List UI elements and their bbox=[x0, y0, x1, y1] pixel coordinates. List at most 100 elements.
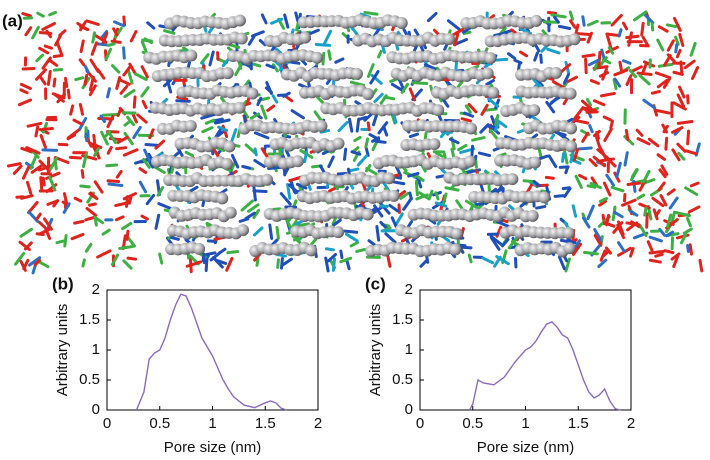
bond bbox=[569, 19, 577, 29]
bond bbox=[138, 167, 148, 175]
bond bbox=[87, 202, 97, 207]
bond bbox=[582, 250, 599, 256]
bond bbox=[638, 224, 648, 238]
bond bbox=[606, 35, 613, 52]
bond bbox=[70, 232, 85, 241]
atom bbox=[465, 122, 478, 135]
bond bbox=[255, 256, 260, 267]
bond bbox=[144, 142, 160, 147]
bond bbox=[321, 52, 326, 66]
bond bbox=[593, 61, 600, 72]
y-tick-label: 0.5 bbox=[79, 371, 100, 388]
bond bbox=[126, 68, 134, 85]
bond bbox=[116, 107, 123, 118]
bond bbox=[122, 148, 139, 157]
bond bbox=[607, 46, 615, 55]
bond bbox=[627, 31, 634, 47]
bond bbox=[610, 185, 625, 193]
bond bbox=[569, 148, 575, 164]
bond bbox=[119, 84, 129, 95]
bond bbox=[217, 247, 227, 255]
bond bbox=[104, 47, 113, 61]
atom bbox=[530, 14, 543, 27]
bond bbox=[407, 171, 420, 178]
panel-label: (a) bbox=[2, 11, 23, 30]
bond bbox=[464, 199, 480, 210]
bond bbox=[675, 48, 682, 59]
bond bbox=[84, 132, 89, 143]
atom bbox=[362, 87, 375, 100]
bond bbox=[136, 113, 148, 124]
bond bbox=[26, 180, 33, 195]
bond bbox=[348, 117, 354, 133]
bond bbox=[99, 114, 106, 123]
bond bbox=[238, 217, 250, 223]
bond bbox=[225, 256, 234, 272]
y-axis-label: Arbitrary units bbox=[367, 304, 384, 397]
bond bbox=[533, 51, 539, 62]
bond bbox=[580, 99, 593, 110]
bond bbox=[36, 11, 45, 18]
bond bbox=[471, 136, 486, 142]
bond bbox=[92, 133, 97, 144]
bond bbox=[93, 215, 105, 225]
bond bbox=[318, 164, 326, 175]
bond bbox=[453, 32, 460, 47]
bond bbox=[52, 77, 57, 88]
bond bbox=[599, 91, 616, 98]
bond bbox=[39, 134, 47, 149]
bond bbox=[46, 69, 52, 86]
bond bbox=[377, 121, 389, 135]
bond bbox=[140, 65, 149, 79]
bond bbox=[154, 139, 166, 150]
bond bbox=[79, 184, 91, 189]
bond bbox=[394, 212, 404, 226]
bond bbox=[672, 16, 682, 32]
bond bbox=[287, 183, 301, 195]
bond bbox=[434, 201, 448, 208]
atom bbox=[565, 122, 578, 135]
bond bbox=[676, 120, 694, 125]
bond bbox=[146, 21, 156, 30]
bond bbox=[434, 191, 440, 201]
bond bbox=[495, 220, 512, 229]
atom bbox=[529, 156, 542, 169]
bond bbox=[47, 58, 59, 67]
bond bbox=[612, 221, 624, 234]
bond bbox=[54, 33, 63, 47]
bond bbox=[148, 128, 155, 140]
bond bbox=[45, 29, 52, 39]
bond bbox=[660, 164, 669, 176]
bond bbox=[689, 181, 700, 188]
bond bbox=[55, 239, 66, 245]
atom bbox=[565, 140, 578, 153]
bond bbox=[48, 175, 57, 192]
bond bbox=[686, 129, 691, 146]
bond bbox=[597, 50, 602, 68]
bond bbox=[467, 102, 478, 114]
bond bbox=[25, 146, 41, 155]
bond bbox=[546, 47, 561, 55]
bond bbox=[598, 199, 608, 207]
bond bbox=[91, 31, 97, 44]
bond bbox=[668, 196, 679, 210]
bond bbox=[576, 32, 591, 36]
bond bbox=[629, 168, 639, 182]
bond bbox=[84, 242, 93, 253]
bond bbox=[249, 112, 261, 120]
bond bbox=[640, 21, 645, 37]
bond bbox=[373, 92, 384, 104]
bond bbox=[143, 148, 151, 162]
panel-label: (b) bbox=[52, 274, 74, 293]
panel-label: (c) bbox=[365, 274, 386, 293]
bond bbox=[647, 137, 660, 148]
bond bbox=[593, 227, 602, 241]
bond bbox=[545, 100, 556, 114]
bond bbox=[275, 225, 280, 240]
bond bbox=[684, 186, 699, 196]
bond bbox=[123, 119, 132, 127]
bond bbox=[638, 74, 651, 86]
bond bbox=[487, 97, 500, 108]
bond bbox=[268, 223, 274, 240]
bond bbox=[363, 10, 379, 16]
